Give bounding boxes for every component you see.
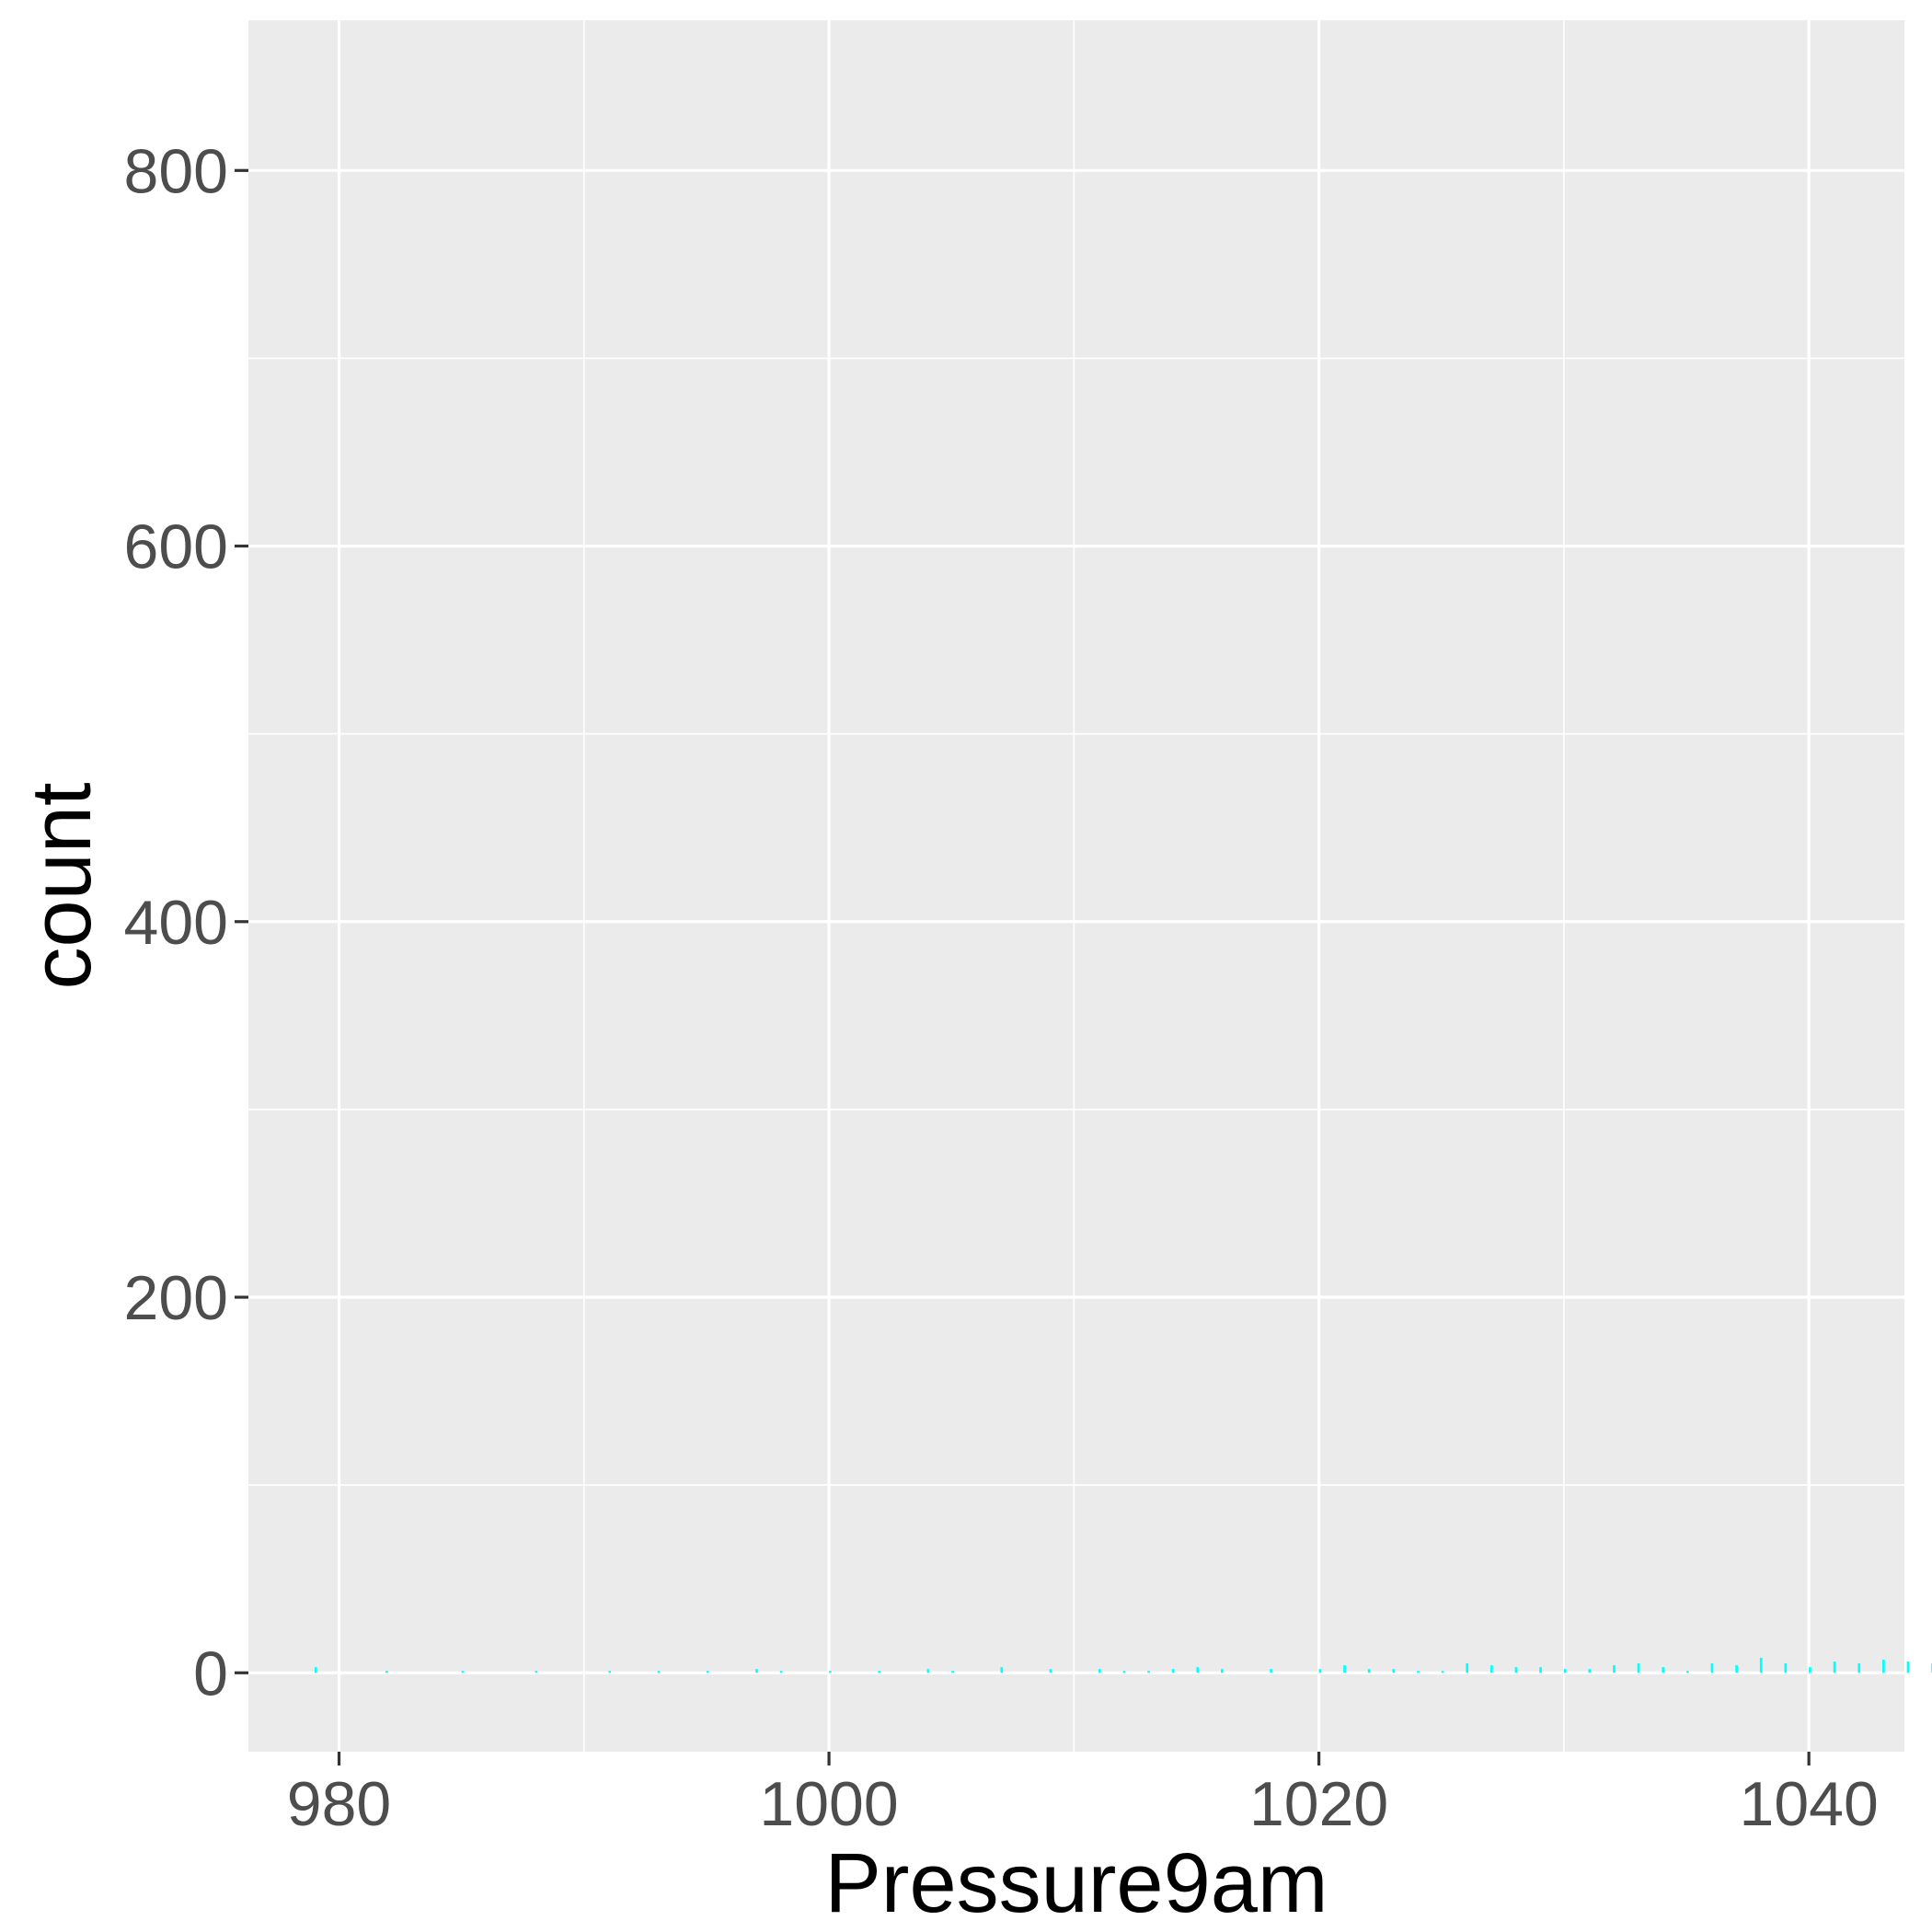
y-tick-label: 800 (124, 136, 228, 206)
histogram-bar (1343, 1665, 1346, 1673)
histogram-bar (829, 1671, 832, 1673)
histogram-bar (1122, 1671, 1126, 1673)
histogram-bar (878, 1671, 880, 1673)
histogram-bar (926, 1669, 930, 1673)
histogram-bar (1221, 1669, 1224, 1673)
grid-minor (248, 20, 1904, 1752)
histogram-bar (1514, 1667, 1518, 1673)
histogram-bar (314, 1667, 317, 1673)
histogram-bar (755, 1669, 758, 1673)
histogram-bar (535, 1671, 538, 1673)
y-tick-label: 400 (124, 888, 228, 958)
histogram-bar (385, 1671, 388, 1673)
histogram-bar (1809, 1667, 1811, 1673)
x-axis-title: Pressure9am (824, 1836, 1328, 1930)
histogram-bar (1662, 1667, 1665, 1673)
grid-major (248, 20, 1904, 1752)
x-tick-label: 1020 (1249, 1769, 1388, 1839)
histogram-bar (706, 1671, 709, 1673)
histogram-bar (1563, 1669, 1567, 1673)
histogram-bar (1759, 1657, 1763, 1673)
histogram-bar (1784, 1663, 1788, 1673)
plot-panel (248, 20, 1904, 1752)
histogram-bar (951, 1671, 954, 1673)
histogram-bar (1000, 1667, 1004, 1673)
histogram-bar (1857, 1663, 1861, 1673)
histogram-bar (1392, 1669, 1396, 1673)
histogram-bar (1270, 1669, 1273, 1673)
histogram-bar (779, 1671, 783, 1673)
histogram-bar (1196, 1667, 1200, 1673)
histogram-bar (1710, 1663, 1714, 1673)
y-tick-label: 0 (193, 1639, 228, 1708)
x-tick-label: 980 (287, 1769, 391, 1839)
histogram-bar (1490, 1665, 1493, 1673)
histogram-bar (1049, 1669, 1052, 1673)
histogram-bar (1588, 1669, 1592, 1673)
histogram-bar (657, 1671, 661, 1673)
histogram-bar (1539, 1667, 1542, 1673)
histogram-bar (1171, 1669, 1175, 1673)
y-axis-title: count (15, 782, 109, 989)
y-axis-ticks: 0 200 400 600 800 (124, 136, 248, 1708)
histogram-bar (1417, 1671, 1420, 1673)
histogram-bar (461, 1671, 465, 1673)
histogram-bar (1147, 1671, 1150, 1673)
histogram-bar (1367, 1669, 1371, 1673)
histogram-bar (1637, 1663, 1640, 1673)
histogram-bars (314, 1657, 1932, 1673)
histogram-bar (1613, 1665, 1616, 1673)
histogram-bar (1833, 1662, 1836, 1673)
y-tick-label: 600 (124, 512, 228, 582)
histogram-bar (1882, 1659, 1885, 1673)
histogram-bar (1735, 1665, 1738, 1673)
histogram-bar (1906, 1662, 1910, 1673)
histogram-bar (1318, 1669, 1322, 1673)
y-tick-label: 200 (124, 1263, 228, 1333)
histogram-bar (1441, 1671, 1444, 1673)
histogram-bar (1098, 1669, 1101, 1673)
x-tick-label: 1040 (1740, 1769, 1879, 1839)
x-axis-ticks: 980 1000 1020 1040 (287, 1752, 1879, 1839)
x-tick-label: 1000 (759, 1769, 898, 1839)
histogram-bar (1466, 1663, 1469, 1673)
histogram-bar (1686, 1671, 1689, 1673)
histogram-bar (608, 1671, 612, 1673)
